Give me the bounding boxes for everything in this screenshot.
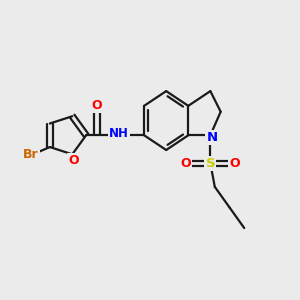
Text: Br: Br [23,148,39,161]
Text: N: N [206,131,218,144]
Text: O: O [181,157,191,170]
Text: NH: NH [109,127,129,140]
Text: O: O [68,154,79,167]
Text: O: O [230,157,240,170]
Text: S: S [206,157,215,170]
Text: O: O [92,99,102,112]
